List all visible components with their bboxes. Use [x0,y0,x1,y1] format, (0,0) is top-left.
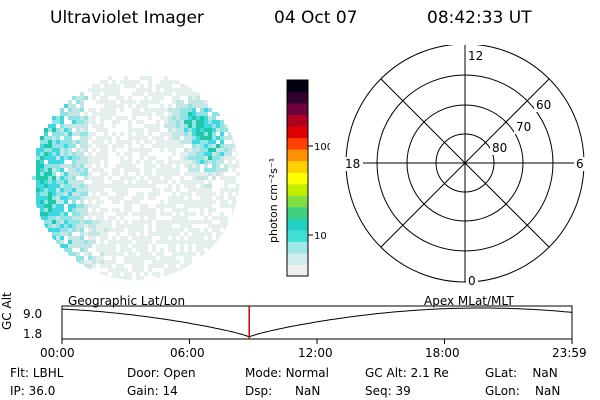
status-ip: IP: 36.0 [10,384,56,398]
lat-label-80: 80 [492,141,507,155]
colorbar-scale [287,80,308,277]
colorbar-tick-10: 10 [314,231,327,242]
colorbar-label: photon cm⁻²s⁻¹ [267,158,280,243]
status-gc-alt: GC Alt: 2.1 Re [365,366,449,380]
instrument-title: Ultraviolet Imager [50,8,204,28]
colorbar: 100 10 photon cm⁻²s⁻¹ [267,79,330,277]
lat-label-70: 70 [516,120,531,134]
status-glon: GLon: NaN [485,384,561,398]
x-tick-0600: 06:00 [170,346,205,360]
status-glat: GLat: NaN [485,366,558,380]
auroral-image-pixels [32,76,240,280]
x-tick-1800: 18:00 [425,346,460,360]
orbit-plot [61,305,573,344]
mlt-label-18: 18 [345,157,360,171]
date-label: 04 Oct 07 [274,8,358,28]
alt-tick-low: 1.8 [23,327,43,341]
apex-title: Apex MLat/MLT [424,294,514,308]
status-door: Door: Open [127,366,196,380]
orbit-ylabel: GC Alt [0,292,14,330]
status-gain: Gain: 14 [127,384,178,398]
status-flt: Flt: LBHL [10,366,64,380]
polar-grid: 12 18 6 0 60 70 80 [343,45,586,285]
colorbar-tick-100: 100 [314,142,330,153]
auroral-image [32,76,240,280]
status-mode: Mode: Normal [245,366,329,380]
altitude-curve [61,307,573,338]
x-tick-1200: 12:00 [298,346,333,360]
geographic-title: Geographic Lat/Lon [68,294,186,308]
status-seq: Seq: 39 [365,384,411,398]
mlt-label-0: 0 [468,274,476,285]
mlt-label-6: 6 [576,157,584,171]
status-dsp: Dsp: NaN [245,384,321,398]
orbit-plot-frame [61,305,573,340]
x-tick-2359: 23:59 [552,346,587,360]
alt-tick-high: 9.0 [23,307,43,321]
mlt-label-12: 12 [468,49,483,63]
lat-label-60: 60 [536,98,551,112]
x-tick-0000: 00:00 [40,346,75,360]
time-label: 08:42:33 UT [427,8,532,28]
